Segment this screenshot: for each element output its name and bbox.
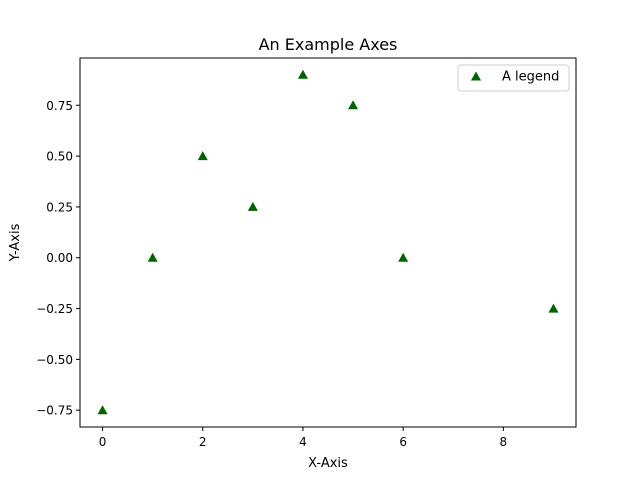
y-tick-label: 0.50 bbox=[46, 150, 73, 164]
axes-frame bbox=[79, 57, 577, 428]
legend: A legend bbox=[457, 64, 570, 92]
chart-title: An Example Axes bbox=[259, 35, 398, 54]
legend-marker bbox=[471, 71, 481, 81]
x-tick-label: 2 bbox=[199, 435, 207, 449]
y-ticks: −0.75 −0.50 −0.25 0.00 0.25 0.50 0.75 bbox=[36, 99, 80, 418]
x-tick-label: 8 bbox=[500, 435, 508, 449]
x-axis-label: X-Axis bbox=[308, 456, 348, 471]
x-ticks: 0 2 4 6 8 bbox=[99, 427, 507, 449]
y-tick-label: −0.25 bbox=[36, 302, 73, 316]
data-point bbox=[247, 201, 258, 211]
data-point bbox=[398, 252, 409, 262]
y-tick-label: −0.75 bbox=[36, 404, 73, 418]
data-point bbox=[348, 100, 359, 110]
y-tick-label: 0.75 bbox=[46, 99, 73, 113]
x-tick-label: 4 bbox=[299, 435, 307, 449]
data-point bbox=[97, 405, 108, 415]
data-point bbox=[297, 69, 308, 79]
y-tick-label: 0.00 bbox=[46, 251, 73, 265]
y-axis-label: Y-Axis bbox=[8, 223, 23, 262]
y-tick-label: −0.50 bbox=[36, 353, 73, 367]
data-point bbox=[197, 151, 208, 161]
y-tick-label: 0.25 bbox=[46, 200, 73, 214]
plot-area bbox=[80, 58, 576, 427]
data-point bbox=[147, 252, 158, 262]
legend-box bbox=[457, 64, 570, 92]
legend-label: A legend bbox=[502, 70, 559, 85]
x-tick-label: 6 bbox=[399, 435, 407, 449]
x-tick-label: 0 bbox=[99, 435, 107, 449]
data-point bbox=[548, 303, 559, 313]
data-points bbox=[97, 69, 559, 415]
